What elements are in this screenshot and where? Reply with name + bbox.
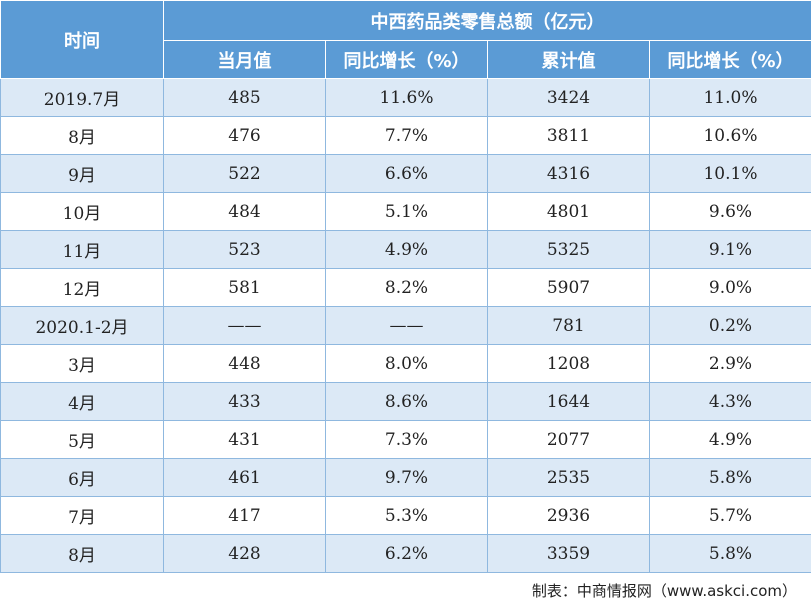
time-cell: 2020.1-2月 bbox=[0, 306, 164, 345]
cumulative-value-cell: 4316 bbox=[487, 154, 650, 193]
time-cell: 11月 bbox=[0, 230, 164, 269]
time-column-header: 时间 bbox=[0, 0, 164, 79]
cumulative-value-cell: 2535 bbox=[487, 458, 650, 497]
cumulative-value-cell: 3811 bbox=[487, 116, 650, 155]
monthly-yoy-cell: 7.7% bbox=[325, 116, 488, 155]
cumulative-yoy-cell: 0.2% bbox=[649, 306, 811, 345]
monthly-yoy-cell: 4.9% bbox=[325, 230, 488, 269]
table-row: 10月 484 5.1% 4801 9.6% bbox=[0, 192, 811, 231]
table-row: 5月 431 7.3% 2077 4.9% bbox=[0, 420, 811, 459]
monthly-value-cell: 581 bbox=[163, 268, 326, 307]
cumulative-value-cell: 2936 bbox=[487, 496, 650, 535]
table-row: 6月 461 9.7% 2535 5.8% bbox=[0, 458, 811, 497]
monthly-yoy-cell: 5.1% bbox=[325, 192, 488, 231]
cumulative-yoy-cell: 5.7% bbox=[649, 496, 811, 535]
table-row: 8月 428 6.2% 3359 5.8% bbox=[0, 534, 811, 573]
time-cell: 8月 bbox=[0, 116, 164, 155]
cumulative-value-cell: 2077 bbox=[487, 420, 650, 459]
monthly-value-header: 当月值 bbox=[163, 40, 326, 79]
table-row: 12月 581 8.2% 5907 9.0% bbox=[0, 268, 811, 307]
cumulative-yoy-cell: 4.9% bbox=[649, 420, 811, 459]
cumulative-value-cell: 3359 bbox=[487, 534, 650, 573]
source-footer: 制表：中商情报网（www.askci.com） bbox=[531, 582, 797, 600]
time-cell: 7月 bbox=[0, 496, 164, 535]
time-cell: 10月 bbox=[0, 192, 164, 231]
cumulative-value-cell: 1208 bbox=[487, 344, 650, 383]
monthly-value-cell: 433 bbox=[163, 382, 326, 421]
time-cell: 8月 bbox=[0, 534, 164, 573]
monthly-yoy-cell: 7.3% bbox=[325, 420, 488, 459]
time-cell: 6月 bbox=[0, 458, 164, 497]
cumulative-yoy-cell: 10.1% bbox=[649, 154, 811, 193]
group-header: 中西药品类零售总额（亿元） bbox=[163, 0, 811, 41]
cumulative-value-cell: 5907 bbox=[487, 268, 650, 307]
monthly-yoy-cell: 5.3% bbox=[325, 496, 488, 535]
cumulative-yoy-cell: 5.8% bbox=[649, 458, 811, 497]
time-cell: 5月 bbox=[0, 420, 164, 459]
time-cell: 4月 bbox=[0, 382, 164, 421]
cumulative-yoy-header: 同比增长（%） bbox=[649, 40, 811, 79]
cumulative-yoy-cell: 9.0% bbox=[649, 268, 811, 307]
monthly-value-cell: 476 bbox=[163, 116, 326, 155]
time-cell: 2019.7月 bbox=[0, 78, 164, 117]
cumulative-value-cell: 5325 bbox=[487, 230, 650, 269]
table-row: 8月 476 7.7% 3811 10.6% bbox=[0, 116, 811, 155]
cumulative-yoy-cell: 2.9% bbox=[649, 344, 811, 383]
monthly-value-cell: 448 bbox=[163, 344, 326, 383]
time-cell: 12月 bbox=[0, 268, 164, 307]
cumulative-yoy-cell: 5.8% bbox=[649, 534, 811, 573]
cumulative-yoy-cell: 10.6% bbox=[649, 116, 811, 155]
table-row: 2020.1-2月 —— —— 781 0.2% bbox=[0, 306, 811, 345]
monthly-value-cell: 417 bbox=[163, 496, 326, 535]
table-body: 2019.7月 485 11.6% 3424 11.0% 8月 476 7.7% 3811 10.… bbox=[0, 78, 811, 573]
time-cell: 3月 bbox=[0, 344, 164, 383]
retail-sales-table: 时间 中西药品类零售总额（亿元） 当月值 同比增长（%） 累计值 同比增长（%）… bbox=[0, 0, 811, 573]
cumulative-value-cell: 3424 bbox=[487, 78, 650, 117]
cumulative-value-cell: 4801 bbox=[487, 192, 650, 231]
cumulative-value-header: 累计值 bbox=[487, 40, 650, 79]
monthly-yoy-cell: 9.7% bbox=[325, 458, 488, 497]
table-row: 11月 523 4.9% 5325 9.1% bbox=[0, 230, 811, 269]
cumulative-value-cell: 1644 bbox=[487, 382, 650, 421]
monthly-yoy-cell: 11.6% bbox=[325, 78, 488, 117]
table-row: 3月 448 8.0% 1208 2.9% bbox=[0, 344, 811, 383]
table-row: 7月 417 5.3% 2936 5.7% bbox=[0, 496, 811, 535]
monthly-value-cell: 461 bbox=[163, 458, 326, 497]
monthly-value-cell: 522 bbox=[163, 154, 326, 193]
monthly-value-cell: 523 bbox=[163, 230, 326, 269]
table-row: 4月 433 8.6% 1644 4.3% bbox=[0, 382, 811, 421]
cumulative-yoy-cell: 11.0% bbox=[649, 78, 811, 117]
monthly-value-cell: 431 bbox=[163, 420, 326, 459]
monthly-yoy-header: 同比增长（%） bbox=[325, 40, 488, 79]
monthly-value-cell: —— bbox=[163, 306, 326, 345]
monthly-yoy-cell: 8.6% bbox=[325, 382, 488, 421]
table-row: 9月 522 6.6% 4316 10.1% bbox=[0, 154, 811, 193]
monthly-yoy-cell: 8.0% bbox=[325, 344, 488, 383]
cumulative-yoy-cell: 9.1% bbox=[649, 230, 811, 269]
monthly-value-cell: 428 bbox=[163, 534, 326, 573]
cumulative-yoy-cell: 9.6% bbox=[649, 192, 811, 231]
monthly-yoy-cell: 6.2% bbox=[325, 534, 488, 573]
monthly-value-cell: 485 bbox=[163, 78, 326, 117]
monthly-yoy-cell: —— bbox=[325, 306, 488, 345]
cumulative-value-cell: 781 bbox=[487, 306, 650, 345]
monthly-yoy-cell: 6.6% bbox=[325, 154, 488, 193]
table-row: 2019.7月 485 11.6% 3424 11.0% bbox=[0, 78, 811, 117]
cumulative-yoy-cell: 4.3% bbox=[649, 382, 811, 421]
monthly-yoy-cell: 8.2% bbox=[325, 268, 488, 307]
time-cell: 9月 bbox=[0, 154, 164, 193]
monthly-value-cell: 484 bbox=[163, 192, 326, 231]
